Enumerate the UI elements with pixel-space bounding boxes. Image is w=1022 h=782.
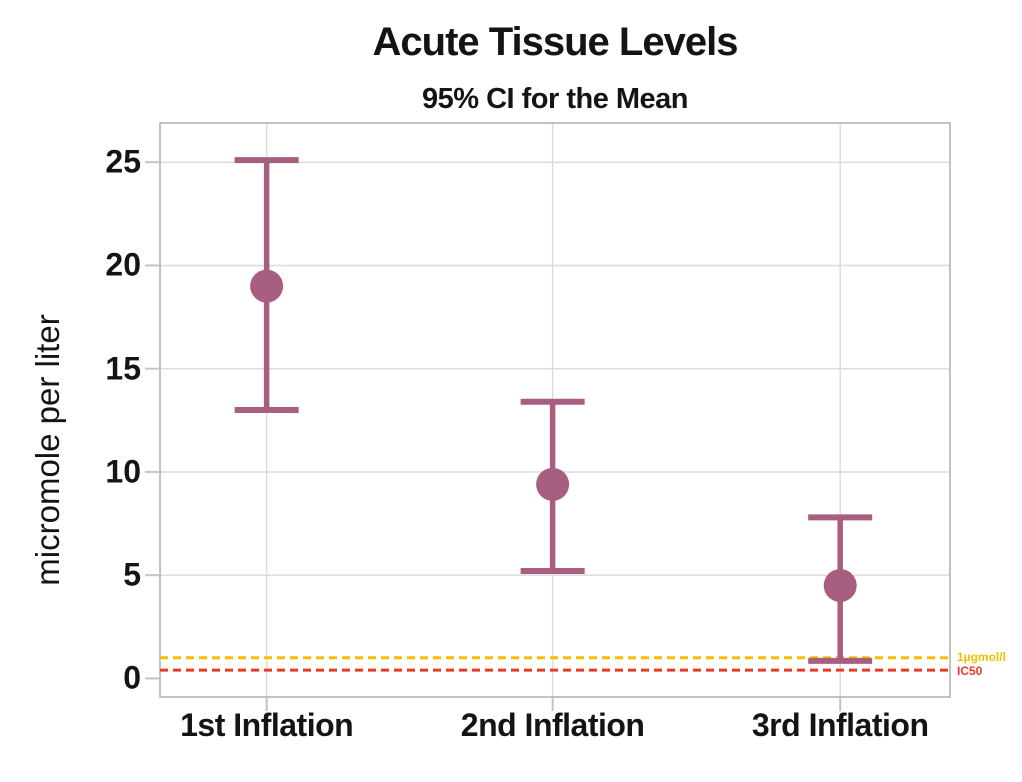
y-tick-label-0: 0 [123, 659, 141, 696]
chart-subtitle: 95% CI for the Mean [421, 83, 689, 115]
chart-title: Acute Tissue Levels [372, 20, 739, 64]
y-tick-label-20: 20 [105, 246, 141, 283]
y-tick-label-25: 25 [105, 143, 141, 180]
reference-line-label-ic50: IC50 [957, 664, 983, 679]
y-tick-label-10: 10 [105, 453, 141, 490]
mean-point [250, 269, 284, 303]
plot-frame [159, 122, 951, 698]
mean-point [823, 569, 857, 603]
y-tick-label-15: 15 [105, 350, 141, 387]
mean-point [536, 467, 570, 501]
y-tick-label-5: 5 [123, 556, 141, 593]
x-category-label-3: 3rd Inflation [751, 707, 929, 743]
x-category-label-1: 1st Inflation [180, 707, 354, 743]
x-category-label-2: 2nd Inflation [460, 707, 645, 743]
reference-line-label-1ugmol: 1µgmol/l [957, 649, 1006, 664]
